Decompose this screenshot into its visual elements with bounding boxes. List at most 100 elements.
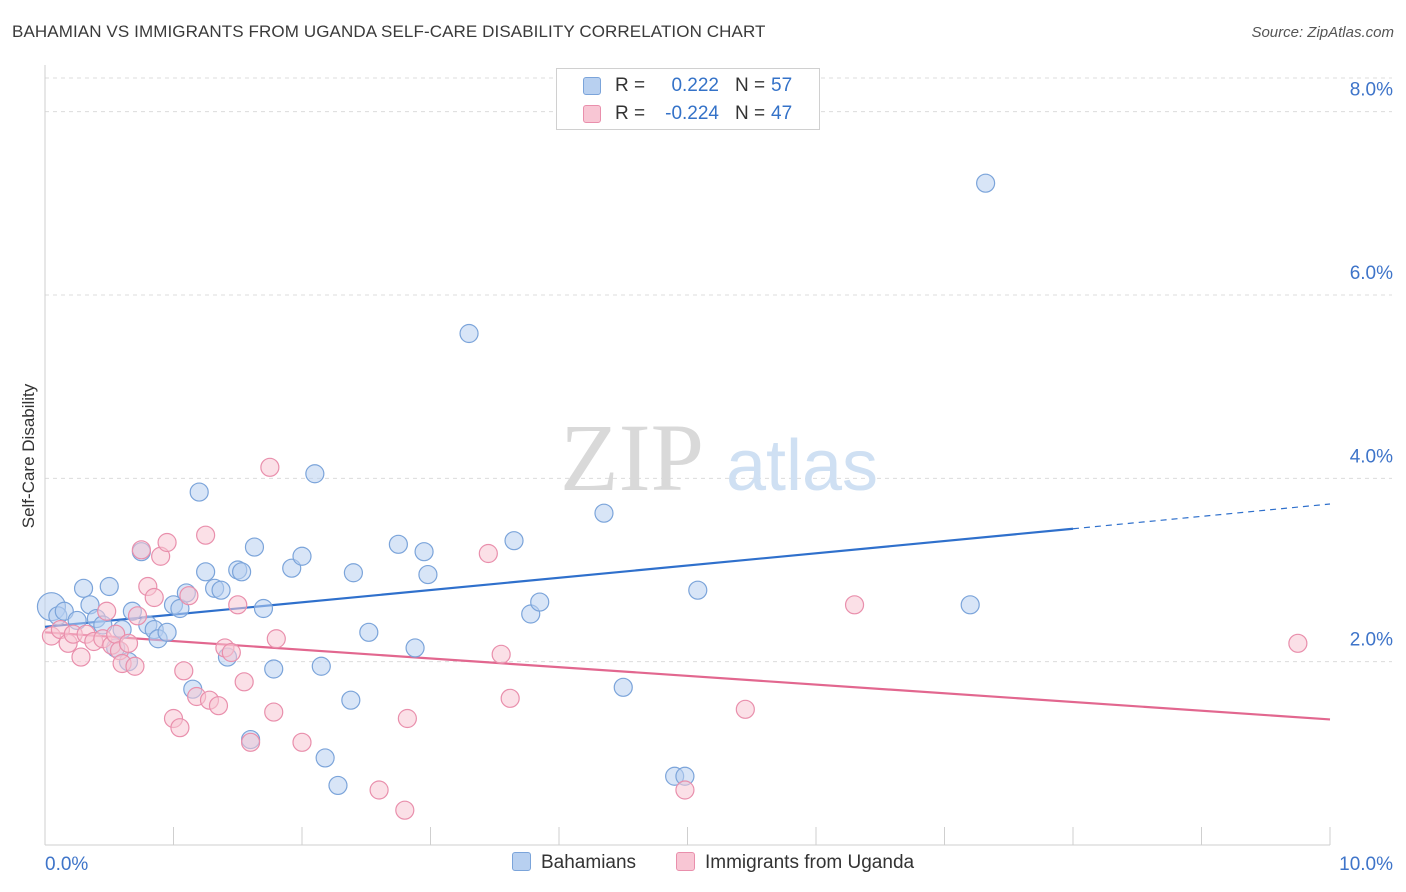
- y-tick-label: 2.0%: [1350, 630, 1393, 651]
- uganda-point: [266, 629, 286, 649]
- bahamian-point: [196, 562, 216, 582]
- bottom-legend-label: Immigrants from Uganda: [705, 852, 915, 873]
- bahamian-point: [244, 537, 265, 557]
- uganda-point: [208, 696, 229, 716]
- bahamian-point: [976, 173, 996, 193]
- uganda-point: [131, 540, 151, 560]
- bahamian-point: [264, 659, 284, 679]
- bahamian-point: [311, 656, 331, 676]
- bahamian-point: [157, 622, 177, 642]
- uganda-point: [844, 595, 865, 615]
- axes: [44, 65, 1331, 846]
- uganda-point: [125, 656, 145, 676]
- uganda-point: [118, 633, 139, 653]
- bahamian-point: [305, 464, 325, 484]
- bahamian-point: [315, 748, 335, 768]
- uganda-point: [491, 644, 511, 664]
- uganda-trend-line: [44, 631, 1331, 721]
- uganda-point: [1288, 633, 1308, 653]
- legend-r-label: R =: [615, 75, 646, 96]
- bahamian-point: [418, 564, 438, 585]
- uganda-point: [675, 780, 695, 800]
- uganda-point: [196, 525, 216, 545]
- uganda-point: [127, 606, 148, 626]
- uganda-point: [292, 732, 312, 752]
- uganda-point: [221, 642, 241, 663]
- y-tick-label: 8.0%: [1350, 80, 1393, 101]
- uganda-point: [397, 708, 417, 729]
- uganda-point: [395, 800, 415, 820]
- bahamian-point: [328, 775, 348, 796]
- legend-n-value: 47: [771, 103, 793, 124]
- bahamian-point: [343, 563, 363, 583]
- legend-row-bahamians: R = 0.222 N = 57: [557, 73, 819, 99]
- uganda-point: [241, 732, 261, 752]
- y-tick-label: 4.0%: [1350, 446, 1393, 467]
- bahamian-point: [388, 534, 408, 554]
- bahamian-point: [359, 622, 379, 642]
- legend-swatch-pink: [583, 105, 601, 123]
- bottom-legend-swatch-pink: [676, 852, 695, 871]
- bahamian-point: [211, 580, 231, 600]
- source-credit: Source: ZipAtlas.com: [1251, 24, 1394, 41]
- bahamian-point: [73, 578, 94, 598]
- bahamian-point: [613, 677, 633, 697]
- bahamian-point: [504, 531, 524, 551]
- bahamian-point: [459, 323, 479, 344]
- watermark-zip: ZIP: [560, 404, 704, 511]
- bottom-legend-swatch-blue: [512, 852, 531, 871]
- legend-swatch-blue: [583, 77, 601, 95]
- legend-n-label: N =: [735, 103, 766, 124]
- bahamian-point: [253, 598, 274, 619]
- uganda-point: [170, 718, 190, 738]
- bahamian-point: [99, 576, 119, 597]
- uganda-point: [735, 699, 755, 719]
- y-tick-label: 6.0%: [1350, 263, 1393, 284]
- y-axis-label: Self-Care Disability: [19, 383, 38, 528]
- uganda-point: [228, 595, 248, 615]
- uganda-point: [97, 601, 117, 621]
- bahamian-point: [405, 638, 425, 658]
- bahamian-point: [232, 562, 252, 582]
- bahamian-point: [530, 592, 550, 612]
- uganda-point: [264, 702, 284, 722]
- chart-title: BAHAMIAN VS IMMIGRANTS FROM UGANDA SELF-…: [12, 22, 766, 41]
- legend-r-label: R =: [615, 103, 646, 124]
- trend-lines: [44, 503, 1331, 721]
- bahamians-trend-extension: [1072, 503, 1331, 530]
- legend-row-uganda: R = -0.224 N = 47: [557, 101, 819, 127]
- bottom-legend-label: Bahamians: [541, 852, 637, 873]
- uganda-point: [234, 672, 254, 692]
- bahamian-point: [414, 542, 434, 562]
- watermark: ZIP atlas: [560, 404, 878, 511]
- tick-labels: 2.0% 4.0% 6.0% 8.0% 0.0% 10.0%: [45, 80, 1393, 875]
- uganda-point: [260, 457, 280, 477]
- bottom-legend-uganda: Immigrants from Uganda: [676, 852, 914, 874]
- uganda-point: [71, 647, 91, 667]
- legend-r-value: 0.222: [671, 75, 719, 96]
- bahamian-point: [189, 482, 209, 502]
- bahamian-point: [688, 580, 708, 600]
- legend-r-value: -0.224: [665, 103, 719, 124]
- x-tick-label: 0.0%: [45, 854, 88, 875]
- uganda-point: [179, 586, 199, 606]
- bahamian-point: [292, 546, 312, 566]
- bahamian-point: [341, 690, 361, 710]
- uganda-point: [478, 543, 498, 564]
- legend-n-value: 57: [771, 75, 793, 96]
- x-tick-label: 10.0%: [1339, 854, 1393, 875]
- bottom-legend-bahamians: Bahamians: [512, 852, 636, 874]
- watermark-atlas: atlas: [726, 426, 878, 506]
- uganda-point: [144, 587, 164, 608]
- uganda-point: [157, 532, 177, 553]
- bahamians-trend-line: [44, 527, 1074, 628]
- uganda-point: [369, 780, 389, 800]
- data-points: [36, 173, 1308, 820]
- bahamian-point: [594, 503, 614, 523]
- correlation-legend: R = 0.222 N = 57 R = -0.224 N = 47: [556, 68, 820, 130]
- legend-n-label: N =: [735, 75, 766, 96]
- bahamian-point: [960, 595, 980, 615]
- uganda-point: [174, 661, 194, 681]
- uganda-point: [500, 688, 520, 708]
